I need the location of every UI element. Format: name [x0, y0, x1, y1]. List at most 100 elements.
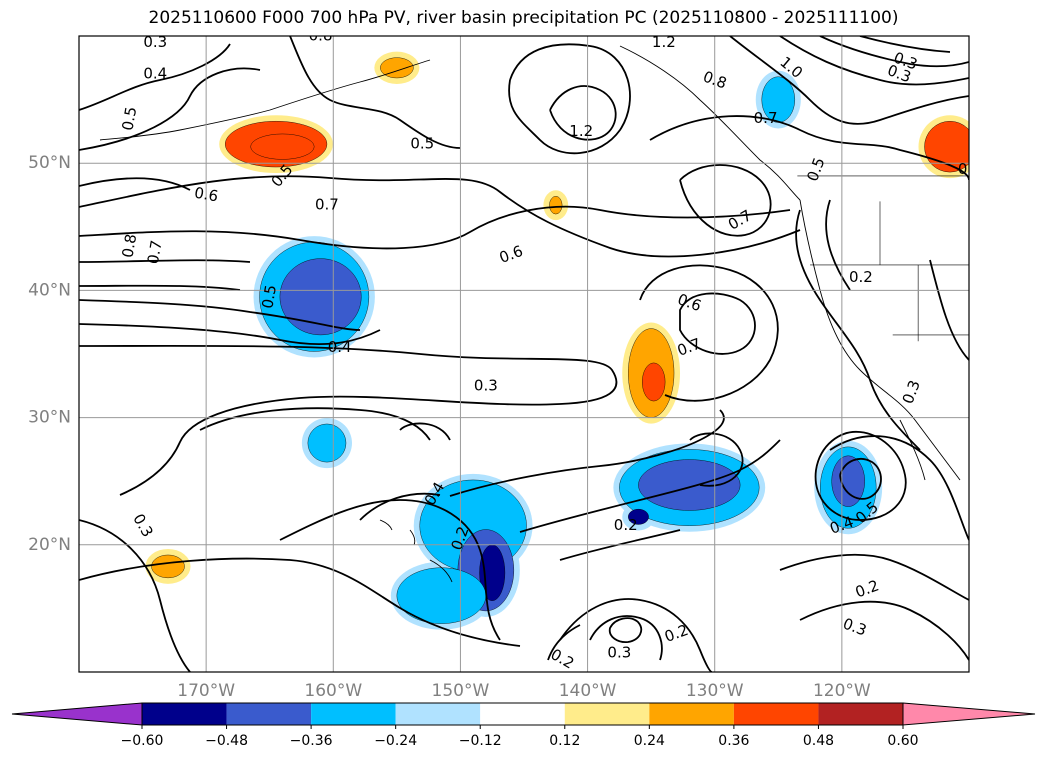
pv-contour-41 — [199, 407, 431, 441]
pv-contour-40 — [547, 624, 581, 661]
shade-pos-west-sub — [151, 554, 185, 579]
lon-tick-label: 160°W — [304, 681, 362, 701]
colorbar-frame — [141, 702, 904, 726]
colorbar-segment — [480, 703, 565, 725]
pv-contour-0 — [79, 175, 801, 258]
shade-neg-subtropical-east-core — [638, 459, 741, 511]
gridlines — [79, 36, 969, 672]
pv-contour-4 — [79, 299, 361, 331]
contour-label: 0.8 — [701, 68, 730, 93]
shade-neg-subtropical-deep — [628, 508, 649, 525]
pv-contour-22 — [825, 199, 851, 291]
lon-tick-label: 150°W — [432, 681, 490, 701]
pv-contour-17 — [859, 36, 951, 53]
pv-contour-29 — [519, 439, 781, 533]
pv-contour-38 — [589, 615, 663, 661]
pv-contour-2 — [79, 259, 251, 263]
contour-label: 0.2 — [853, 576, 882, 601]
map-title: 2025110600 F000 700 hPa PV, river basin … — [148, 8, 899, 28]
coastline-5 — [409, 529, 416, 546]
pv-contour-3 — [79, 284, 241, 291]
pv-contour-27 — [359, 492, 441, 521]
contour-label: 0.8 — [118, 232, 140, 259]
pv-contour-19 — [679, 292, 756, 355]
pv-contour-24 — [79, 519, 191, 672]
axis-tick-labels: 50°N 40°N 30°N 20°N 170°W 160°W 150°W 140°W 130°… — [28, 153, 871, 701]
colorbar-segment — [818, 703, 903, 725]
pv-contour-1 — [79, 205, 791, 250]
pv-contour-39 — [608, 617, 642, 643]
colorbar-tick-label: −0.12 — [459, 733, 502, 749]
colorbar-tick-label: −0.60 — [121, 733, 164, 749]
contour-label: 0.2 — [662, 621, 691, 646]
pv-contour-9 — [79, 43, 231, 111]
colorbar-tick-label: 0.60 — [887, 733, 918, 749]
pv-contour-14 — [729, 36, 969, 125]
colorbar-segment — [311, 703, 396, 725]
contour-label: 0.5 — [410, 135, 434, 153]
pv-contour-25 — [79, 557, 521, 647]
pv-contour-11 — [508, 43, 631, 155]
lon-tick-label: 140°W — [559, 681, 617, 701]
contour-label: 0.3 — [143, 33, 167, 51]
shade-neg-baja-west-core — [831, 455, 865, 507]
coastline-4 — [379, 519, 393, 531]
contour-label: 0.2 — [614, 516, 638, 534]
contour-label: 0 — [958, 160, 968, 178]
coastline-0 — [99, 59, 431, 141]
colorbar-tick-label: −0.36 — [290, 733, 333, 749]
colorbar-segment — [142, 703, 227, 725]
pv-contour-12 — [549, 85, 617, 141]
contour-label: 0.3 — [474, 376, 498, 394]
lat-tick-label: 40°N — [28, 280, 71, 300]
contour-label: 0.2 — [849, 268, 873, 286]
contour-label: 0.8 — [309, 27, 333, 45]
contour-label: 1.2 — [652, 33, 676, 51]
pv-contour-23 — [929, 259, 969, 361]
colorbar-segment — [226, 703, 312, 725]
contour-label: 0.5 — [803, 155, 828, 184]
lon-tick-label: 130°W — [686, 681, 744, 701]
contour-label: 0.5 — [118, 105, 140, 132]
lon-tick-label: 120°W — [813, 681, 871, 701]
pv-contour-8 — [79, 67, 261, 151]
colorbar-segment — [733, 703, 819, 725]
pv-contour-42 — [399, 422, 451, 441]
pv-contour-20 — [639, 264, 779, 402]
contour-label: 0.5 — [258, 283, 280, 310]
coastline-3 — [899, 419, 926, 481]
pv-contour-16 — [819, 36, 969, 68]
pv-contour-10 — [289, 36, 461, 149]
pv-contour-28 — [449, 409, 725, 497]
contour-label: 0.7 — [144, 239, 166, 266]
colorbar-tick-label: 0.24 — [634, 733, 665, 749]
shade-pos-alaska-pen — [380, 57, 414, 79]
pv-contour-18 — [679, 164, 772, 237]
shade-pos-aleutian-core — [250, 133, 315, 160]
contour-label: 0.7 — [675, 335, 704, 360]
coastline-2 — [799, 199, 961, 481]
lat-tick-label: 30°N — [28, 408, 71, 428]
pv-contour-35 — [779, 553, 969, 601]
contour-label: 0.6 — [497, 242, 526, 267]
pv-contour-34 — [829, 435, 969, 541]
contour-label: 0.7 — [725, 206, 755, 234]
pv-contour-layer — [79, 36, 969, 672]
shade-neg-dateline-sub — [307, 423, 347, 463]
contour-label: 0.6 — [193, 184, 220, 206]
pv-contour-6 — [79, 344, 618, 496]
pv-contour-26 — [279, 499, 501, 641]
colorbar-tick-label: 0.36 — [718, 733, 749, 749]
lat-tick-label: 50°N — [28, 153, 71, 173]
colorbar-extend-low — [11, 702, 143, 726]
coastline-layer — [99, 45, 969, 583]
pv-contour-33 — [839, 458, 882, 500]
pv-contour-32 — [814, 431, 907, 521]
colorbar-tick-label: −0.24 — [374, 733, 417, 749]
pv-contour-36 — [799, 600, 969, 661]
colorbar-segment — [564, 703, 650, 725]
contour-label: 0.7 — [754, 109, 778, 127]
precip-shading-layer — [145, 51, 969, 630]
colorbar-extend-high — [902, 702, 1036, 726]
